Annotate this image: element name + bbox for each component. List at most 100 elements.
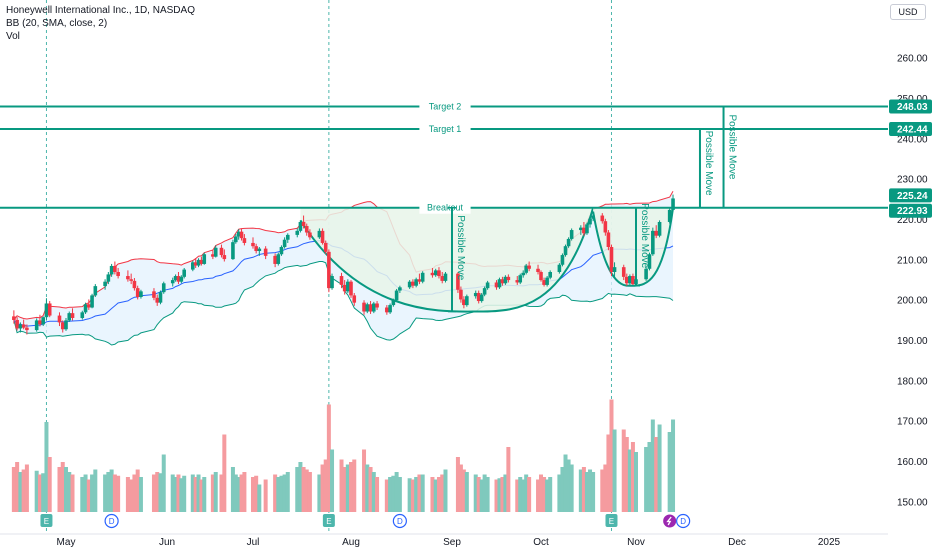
volume-bar [276,477,281,512]
candle [651,227,655,256]
candle [500,276,505,286]
volume-bar [634,452,638,512]
candle-body [476,292,481,302]
candle [462,296,466,309]
candle-body [411,281,415,286]
volume-bar [436,477,441,512]
volume-bar [563,454,568,512]
candle [414,277,418,288]
volume-bar [251,477,255,512]
cup-large-curve [299,207,595,313]
volume-bar [479,479,484,512]
candle-body [126,276,130,280]
candle-body [285,234,290,240]
price-tick-label: 230.00 [897,175,928,186]
volume-bar [384,479,389,512]
candle [394,288,399,302]
volume-bar [581,467,586,512]
price-tick-label: 160.00 [897,457,928,468]
candle-body [518,275,523,283]
level-label-bg [419,201,471,214]
volume-bar [15,462,20,512]
volume-bar [524,474,529,512]
volume-bar [138,477,143,512]
candle-body [80,312,85,318]
volume-bar [295,467,300,512]
candle-body [317,230,322,238]
candle [60,320,65,333]
candle-body [388,305,392,313]
candle [588,217,592,228]
candle-body [414,279,418,286]
volume-bar [455,457,460,512]
legend-title[interactable]: Honeywell International Inc., 1D, NASDAQ [6,5,195,16]
time-tick-label: Jun [159,537,175,548]
legend-indicator[interactable]: BB (20, SMA, close, 2) [6,18,108,29]
candle [213,245,218,258]
volume-bar [222,434,227,512]
volume-bar [671,419,676,512]
candle [234,234,238,244]
candle [609,244,614,277]
price-tag-label: 248.03 [897,102,928,113]
candle [273,253,277,268]
candle [126,270,130,282]
candle-body [199,259,204,264]
candle [193,258,198,268]
legend-volume[interactable]: Vol [6,31,20,42]
volume-bar [345,464,350,512]
candle [109,263,114,277]
candle [211,250,215,260]
volume-bar [34,470,39,512]
candle [391,298,396,307]
candle [548,270,552,280]
candle-body [407,281,412,288]
possible-move-label: Possible Move [727,114,738,179]
volume-bar [539,474,543,512]
candle [103,279,107,290]
volume-bar [202,477,207,512]
candle-body [462,299,466,306]
candle-body [47,303,52,316]
volume-bar [394,472,399,512]
candle-body [234,236,238,243]
candle [285,233,290,243]
volume-bar [199,479,204,512]
volume-bar [414,477,419,512]
price-tick-label: 190.00 [897,336,928,347]
volume-bar [485,477,490,512]
candle [433,268,438,277]
volume-bar [440,474,445,512]
volume-bar [591,472,596,512]
candle-body [173,276,178,281]
candle-body [560,255,565,265]
candle [612,262,617,278]
candle [106,272,111,285]
candle [161,281,166,294]
volume-bar [155,472,160,512]
earnings-marker [40,514,53,527]
candle [539,270,543,282]
candle [557,263,562,274]
candle [339,272,344,289]
volume-bar [263,479,268,512]
candle-body [342,284,347,292]
candle [158,290,163,305]
candle [560,253,565,267]
volume-bar [365,464,370,512]
candle-body [417,279,422,282]
candle-body [161,283,166,293]
currency-button[interactable]: USD [890,4,926,20]
candle [407,280,412,289]
volume-bar [391,475,396,512]
candle-body [521,272,525,276]
time-tick-label: Aug [342,537,360,548]
volume-bar [557,474,562,512]
candle [542,277,546,287]
candle-body [473,292,478,297]
volume-bar [371,472,376,512]
time-tick-label: Jul [247,537,260,548]
price-tag-label: 225.24 [897,191,928,202]
volume-bar [667,432,672,512]
